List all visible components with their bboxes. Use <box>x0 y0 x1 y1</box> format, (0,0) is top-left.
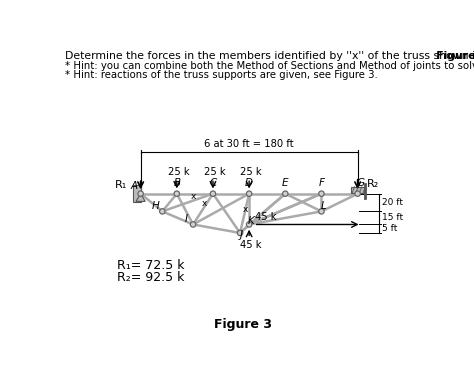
Text: * Hint: you can combine both the Method of Sections and Method of joints to solv: * Hint: you can combine both the Method … <box>65 61 474 71</box>
Circle shape <box>210 191 216 196</box>
Text: 5 ft: 5 ft <box>383 224 398 233</box>
Text: Figure 3: Figure 3 <box>214 318 272 331</box>
Circle shape <box>355 191 360 196</box>
Circle shape <box>319 191 324 196</box>
Text: x: x <box>201 199 207 208</box>
Text: A: A <box>131 181 138 191</box>
Text: 6 at 30 ft = 180 ft: 6 at 30 ft = 180 ft <box>204 139 294 149</box>
Text: L: L <box>321 201 327 211</box>
Circle shape <box>246 222 252 227</box>
Text: C: C <box>210 178 217 188</box>
Text: 45 k: 45 k <box>255 212 277 222</box>
Text: D: D <box>245 178 253 188</box>
Text: R₁: R₁ <box>114 180 127 190</box>
Text: K: K <box>248 216 255 226</box>
Bar <box>133 185 141 202</box>
Text: I: I <box>184 214 188 225</box>
Text: R₁= 72.5 k: R₁= 72.5 k <box>118 259 185 272</box>
Text: * Hint: reactions of the truss supports are given, see Figure 3.: * Hint: reactions of the truss supports … <box>65 70 378 80</box>
Text: x: x <box>242 205 247 214</box>
Text: J: J <box>240 230 243 240</box>
Circle shape <box>191 222 196 227</box>
Text: E: E <box>282 178 289 188</box>
Circle shape <box>246 191 252 196</box>
Text: Determine the forces in the members identified by ''x'' of the truss shown in: Determine the forces in the members iden… <box>65 51 474 61</box>
Bar <box>351 187 364 193</box>
Circle shape <box>138 191 143 196</box>
Text: R₂= 92.5 k: R₂= 92.5 k <box>118 271 185 284</box>
Text: 25 k: 25 k <box>167 167 189 177</box>
Circle shape <box>237 230 243 236</box>
Text: 20 ft: 20 ft <box>383 198 403 207</box>
Text: 25 k: 25 k <box>240 167 262 177</box>
Text: Figure 3.: Figure 3. <box>65 51 474 61</box>
Polygon shape <box>136 194 145 201</box>
Text: G: G <box>357 178 365 188</box>
Text: R₂: R₂ <box>367 179 379 189</box>
Circle shape <box>319 209 324 214</box>
Text: F: F <box>319 178 325 188</box>
Text: 45 k: 45 k <box>240 240 262 250</box>
Circle shape <box>283 191 288 196</box>
Text: 15 ft: 15 ft <box>383 214 403 222</box>
Text: B: B <box>173 178 180 188</box>
Text: 25 k: 25 k <box>204 167 225 177</box>
Text: H: H <box>152 201 159 211</box>
Text: x: x <box>191 192 196 201</box>
Circle shape <box>160 209 165 214</box>
Circle shape <box>174 191 180 196</box>
